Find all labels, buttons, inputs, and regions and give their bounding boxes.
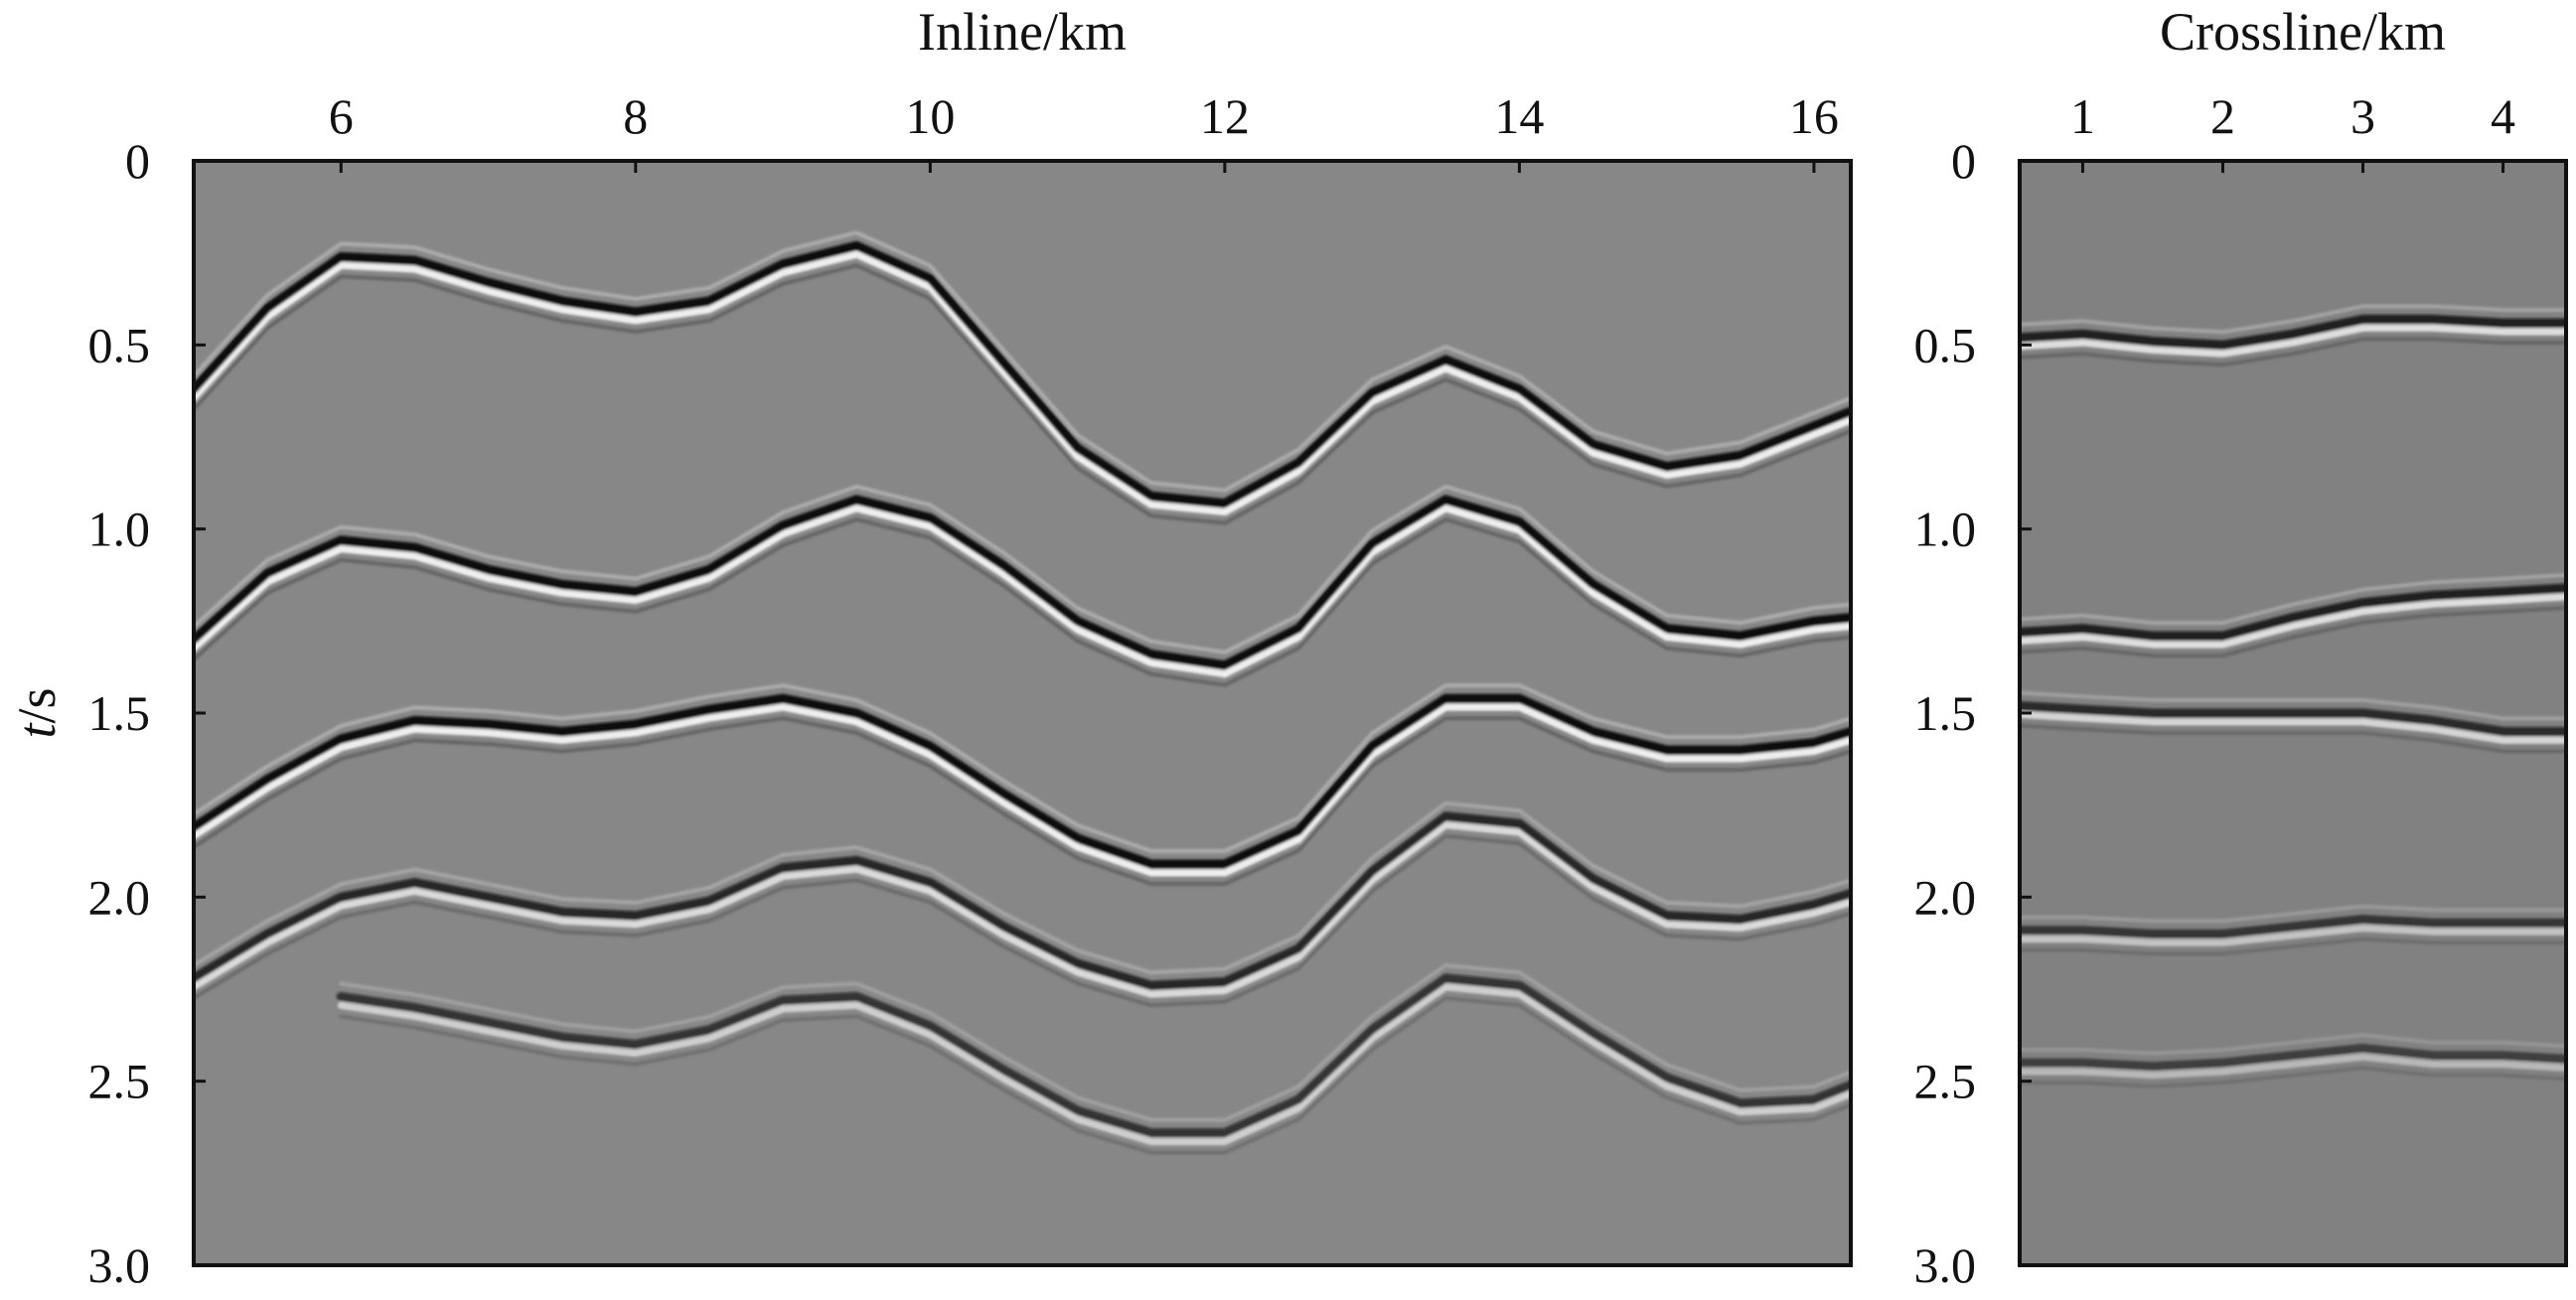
cross-reflector-wavelet-band (2020, 711, 2566, 744)
cross-y-tick-label: 1.5 (1914, 685, 1977, 741)
crossline-panel: 1 2 3 4 0 0.5 1.0 1.5 2.0 2.5 3.0 Crossline/km (1914, 2, 2568, 1293)
inline-reflector-wavelet-band (194, 683, 1851, 853)
inline-x-tick-label: 6 (329, 88, 354, 144)
cross-reflector-wavelet-band (2020, 324, 2566, 358)
inline-reflector-wavelet-band (336, 973, 1851, 1138)
cross-x-tick-label: 4 (2491, 88, 2515, 144)
cross-reflector-wavelet-band (2020, 593, 2566, 649)
inline-reflector-wavelet-band (194, 240, 1851, 508)
cross-reflector (2020, 904, 2566, 956)
cross-reflector-wavelet-band (2020, 690, 2566, 721)
inline-reflector-wavelet-band (194, 505, 1851, 678)
cross-y-tick-label: 0 (1951, 133, 1976, 189)
inline-reflector-wavelet-band (194, 250, 1851, 516)
crossline-y-ticks: 0 0.5 1.0 1.5 2.0 2.5 3.0 (1914, 133, 2032, 1293)
inline-reflector-wavelet-band (194, 517, 1851, 687)
inline-y-tick-label: 2.5 (88, 1054, 151, 1109)
inline-reflector-wavelet-band (194, 716, 1851, 886)
inline-reflector-wavelet-band (194, 263, 1851, 525)
inline-x-ticks: 6 8 10 12 14 16 (329, 88, 1839, 173)
cross-x-tick-label: 1 (2070, 88, 2095, 144)
crossline-x-ticks: 1 2 3 4 (2070, 88, 2515, 173)
cross-reflector-wavelet-band (2020, 1066, 2566, 1088)
inline-reflector (194, 230, 1851, 525)
inline-reflectors (194, 230, 1851, 1155)
inline-x-axis-title: Inline/km (918, 2, 1127, 62)
inline-x-tick-label: 14 (1494, 88, 1544, 144)
cross-x-tick-label: 3 (2350, 88, 2375, 144)
y-axis-title: t/s (7, 687, 67, 738)
cross-reflector (2020, 690, 2566, 754)
y-axis-title-unit: /s (7, 687, 67, 723)
cross-reflector-wavelet-band (2020, 1043, 2566, 1072)
inline-reflector-wavelet-band (194, 811, 1851, 990)
inline-reflector (194, 683, 1851, 886)
cross-x-tick-label: 2 (2210, 88, 2235, 144)
inline-reflector-wavelet-band (194, 495, 1851, 670)
cross-reflector-wavelet-band (2020, 583, 2566, 641)
inline-y-tick-label: 1.5 (88, 685, 151, 741)
inline-reflector-wavelet-band (337, 983, 1851, 1146)
inline-reflector-wavelet-band (194, 821, 1851, 998)
cross-y-tick-label: 3.0 (1914, 1237, 1977, 1293)
inline-y-tick-label: 3.0 (88, 1237, 151, 1293)
inline-reflector-wavelet-band (339, 962, 1851, 1122)
cross-reflector-wavelet-band (2020, 337, 2566, 367)
cross-reflector-wavelet-band (2020, 723, 2566, 754)
inline-reflector-wavelet-band (194, 693, 1851, 869)
inline-y-tick-label: 0 (125, 133, 150, 189)
inline-y-tick-label: 0.5 (88, 317, 151, 372)
cross-reflector-wavelet-band (2020, 1053, 2566, 1080)
cross-reflector-wavelet-band (2020, 915, 2566, 939)
cross-reflector-wavelet-band (2020, 937, 2566, 956)
cross-reflector (2020, 1033, 2566, 1088)
inline-x-tick-label: 12 (1200, 88, 1250, 144)
cross-y-tick-label: 0.5 (1914, 317, 1977, 372)
crossline-reflectors (2020, 304, 2566, 1088)
inline-x-tick-label: 16 (1789, 88, 1839, 144)
inline-reflector-wavelet-band (194, 800, 1851, 975)
inline-reflector-wavelet-band (194, 833, 1851, 1008)
cross-reflector-wavelet-band (2020, 904, 2566, 924)
cross-reflector (2020, 573, 2566, 658)
cross-reflector-wavelet-band (2020, 304, 2566, 335)
inline-reflector-wavelet-band (339, 995, 1851, 1155)
cross-reflector-wavelet-band (2020, 701, 2566, 736)
cross-reflector-wavelet-band (2020, 1033, 2566, 1056)
cross-reflector-wavelet-band (2020, 573, 2566, 626)
cross-reflector (2020, 304, 2566, 367)
inline-reflector-wavelet-band (194, 485, 1851, 654)
inline-reflector-wavelet-band (194, 230, 1851, 493)
cross-reflector-wavelet-band (2020, 606, 2566, 658)
cross-y-tick-label: 1.0 (1914, 502, 1977, 557)
inline-y-tick-label: 2.0 (88, 869, 151, 925)
inline-reflector-wavelet-band (194, 703, 1851, 877)
cross-reflector-wavelet-band (2020, 925, 2566, 946)
inline-reflector (194, 800, 1851, 1008)
inline-reflector (336, 962, 1851, 1155)
crossline-x-axis-title: Crossline/km (2160, 2, 2446, 62)
inline-reflector (194, 485, 1851, 687)
cross-reflector-wavelet-band (2020, 314, 2566, 350)
y-axis-title-variable: t (7, 722, 67, 739)
inline-panel: 6 8 10 12 14 16 0 0.5 1.0 1.5 2.0 2.5 3.0 Inline/km… (7, 2, 1853, 1293)
cross-y-tick-label: 2.5 (1914, 1054, 1977, 1109)
inline-x-tick-label: 8 (623, 88, 648, 144)
inline-x-tick-label: 10 (905, 88, 955, 144)
inline-y-tick-label: 1.0 (88, 502, 151, 557)
cross-y-tick-label: 2.0 (1914, 869, 1977, 925)
inline-y-ticks: 0 0.5 1.0 1.5 2.0 2.5 3.0 (88, 133, 206, 1293)
